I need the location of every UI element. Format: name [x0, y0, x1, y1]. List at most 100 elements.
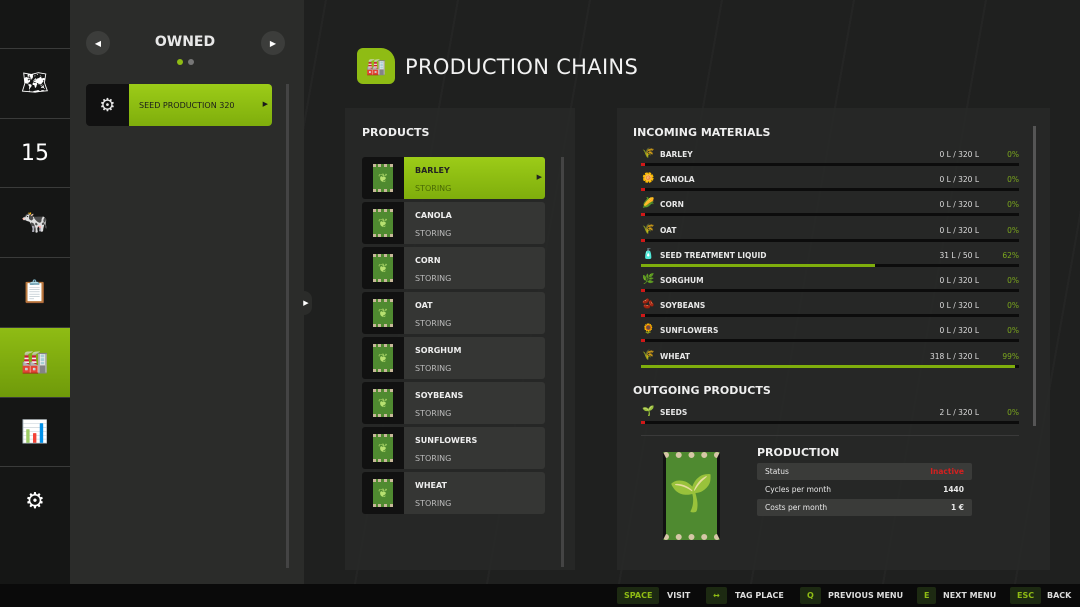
- production-info-row: Cycles per month 1440: [757, 481, 972, 498]
- page-dot-active[interactable]: [177, 59, 183, 65]
- product-item[interactable]: ❦ OAT STORING: [362, 292, 545, 334]
- key-visit[interactable]: SPACE: [617, 587, 660, 604]
- action-visit-button[interactable]: VISIT: [667, 591, 691, 600]
- product-icon-box: ❦: [362, 292, 404, 334]
- product-name: SUNFLOWERS: [415, 436, 478, 445]
- fill-bar: [641, 421, 1019, 424]
- nav-item-contracts[interactable]: 📋: [0, 257, 70, 327]
- product-text: OAT STORING: [404, 292, 545, 334]
- key-back[interactable]: ESC: [1010, 587, 1042, 604]
- material-name: CANOLA: [660, 175, 695, 185]
- info-value: 1 €: [950, 503, 964, 512]
- product-status: STORING: [415, 229, 452, 238]
- material-row: 🌱 SEEDS 2 L / 320 L 0%: [641, 404, 1019, 426]
- action-back-button[interactable]: BACK: [1047, 591, 1072, 600]
- nav-item-production[interactable]: 🏭: [0, 326, 76, 397]
- nav-item-cow[interactable]: 🐄: [0, 187, 70, 257]
- material-quantity: 31 L / 50 L: [939, 250, 979, 260]
- product-item[interactable]: ❦ CORN STORING: [362, 247, 545, 289]
- product-text: WHEAT STORING: [404, 472, 545, 514]
- next-page-button[interactable]: ▶: [261, 31, 285, 55]
- material-percent: 0%: [1007, 225, 1019, 235]
- production-info-row: Status Inactive: [757, 463, 972, 480]
- seed-treatment-liquid-icon: 🧴: [642, 248, 655, 260]
- fill-bar-empty: [641, 289, 645, 292]
- key-previous-menu[interactable]: Q: [800, 587, 821, 604]
- action-next-menu-button[interactable]: NEXT MENU: [943, 591, 997, 600]
- action-previous-menu-button[interactable]: PREVIOUS MENU: [828, 591, 904, 600]
- seeds-package-icon: ❦: [373, 434, 393, 462]
- contracts-icon: 📋: [21, 280, 49, 306]
- material-quantity: 318 L / 320 L: [929, 351, 979, 361]
- products-scrollbar[interactable]: [561, 157, 564, 567]
- seeds-package-icon: ❦: [373, 389, 393, 417]
- material-name: SUNFLOWERS: [660, 326, 719, 336]
- product-item[interactable]: ❦ WHEAT STORING: [362, 472, 545, 514]
- product-item[interactable]: ❦ SOYBEANS STORING: [362, 382, 545, 424]
- material-quantity: 0 L / 320 L: [939, 326, 979, 336]
- material-name: SEED TREATMENT LIQUID: [660, 250, 767, 260]
- material-name: BARLEY: [660, 150, 693, 159]
- incoming-heading: INCOMING MATERIALS: [633, 126, 771, 139]
- product-icon-box: ❦: [362, 337, 404, 379]
- barley-icon: 🌾: [642, 148, 655, 159]
- key-tag-place[interactable]: ↔: [706, 587, 727, 604]
- seeds-package-icon: ❦: [373, 209, 393, 237]
- material-percent: 0%: [1007, 150, 1019, 159]
- fill-bar-empty: [641, 314, 645, 318]
- fill-bar: [641, 339, 1019, 343]
- page-dot[interactable]: [188, 59, 194, 65]
- nav-item-settings[interactable]: ⚙: [0, 466, 70, 536]
- product-name: BARLEY: [415, 166, 450, 175]
- product-item[interactable]: ❦ SORGHUM STORING: [362, 337, 545, 379]
- collapse-sidebar-button[interactable]: ▶: [300, 291, 312, 315]
- product-item[interactable]: ❦ BARLEY STORING ▶: [362, 157, 545, 199]
- material-row: 🌾 WHEAT 318 L / 320 L 99%: [641, 348, 1019, 370]
- prev-page-button[interactable]: ◀: [86, 31, 110, 55]
- product-text: BARLEY STORING ▶: [404, 157, 545, 199]
- product-item[interactable]: ❦ CANOLA STORING: [362, 202, 545, 244]
- cement-mixer-icon: ⚙: [86, 84, 129, 126]
- production-heading: PRODUCTION: [757, 446, 840, 459]
- material-percent: 62%: [1002, 250, 1019, 260]
- cow-icon: 🐄: [21, 210, 49, 236]
- product-icon-box: ❦: [362, 157, 404, 199]
- material-row: 🌾 BARLEY 0 L / 320 L 0%: [641, 146, 1019, 168]
- fill-bar: [641, 213, 1019, 217]
- material-row: 🌿 SORGHUM 0 L / 320 L 0%: [641, 272, 1019, 294]
- seeds-icon: 🌱: [642, 406, 655, 417]
- product-status: STORING: [415, 319, 452, 328]
- product-icon-box: ❦: [362, 247, 404, 289]
- material-name: SEEDS: [660, 408, 688, 417]
- sidebar-item-seed-production[interactable]: ⚙ SEED PRODUCTION 320 ▶: [86, 84, 272, 126]
- soybeans-icon: 🫘: [642, 299, 655, 311]
- page-title: PRODUCTION CHAINS: [405, 55, 639, 79]
- material-quantity: 0 L / 320 L: [939, 276, 979, 285]
- info-label: Status: [765, 467, 789, 476]
- details-scrollbar[interactable]: [1033, 126, 1036, 426]
- material-name: OAT: [660, 225, 677, 235]
- seeds-package-icon: ❦: [373, 254, 393, 282]
- nav-item-statistics[interactable]: 📊: [0, 396, 70, 467]
- sidebar-scrollbar[interactable]: [286, 84, 289, 568]
- material-name: CORN: [660, 200, 684, 210]
- products-heading: PRODUCTS: [362, 126, 430, 139]
- sorghum-icon: 🌿: [642, 274, 655, 285]
- canola-icon: 🌼: [642, 173, 655, 185]
- product-status: STORING: [415, 454, 452, 463]
- fill-bar: [641, 314, 1019, 318]
- product-name: SOYBEANS: [415, 391, 464, 400]
- divider: [641, 435, 1019, 436]
- fill-bar: [641, 289, 1019, 292]
- product-name: OAT: [415, 301, 433, 310]
- material-percent: 0%: [1007, 301, 1019, 311]
- product-item[interactable]: ❦ SUNFLOWERS STORING: [362, 427, 545, 469]
- key-next-menu[interactable]: E: [917, 587, 937, 604]
- product-icon-box: ❦: [362, 202, 404, 244]
- wheat-icon: 🌾: [642, 349, 655, 361]
- action-tag-place-button[interactable]: TAG PLACE: [735, 591, 784, 600]
- nav-item-calendar[interactable]: 15: [0, 117, 70, 188]
- fill-bar: [641, 263, 1019, 267]
- nav-item-map[interactable]: 🗺: [0, 48, 70, 118]
- fill-bar-level: [641, 263, 876, 267]
